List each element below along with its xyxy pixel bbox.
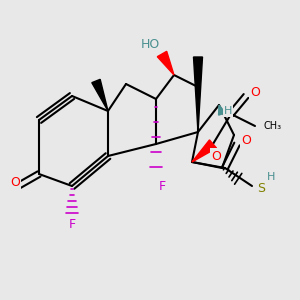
Text: O: O xyxy=(241,134,251,148)
Text: O: O xyxy=(250,86,260,100)
Text: CH₃: CH₃ xyxy=(264,121,282,131)
Polygon shape xyxy=(92,79,108,111)
Polygon shape xyxy=(219,105,225,115)
Text: S: S xyxy=(257,182,265,196)
Text: O: O xyxy=(10,176,20,190)
Text: F: F xyxy=(68,218,76,232)
Text: F: F xyxy=(158,179,166,193)
Text: HO: HO xyxy=(140,38,160,52)
Text: H: H xyxy=(267,172,276,182)
Polygon shape xyxy=(157,51,174,75)
Text: O: O xyxy=(211,149,221,163)
Text: H: H xyxy=(224,106,232,116)
Polygon shape xyxy=(194,57,202,132)
Polygon shape xyxy=(192,140,217,162)
